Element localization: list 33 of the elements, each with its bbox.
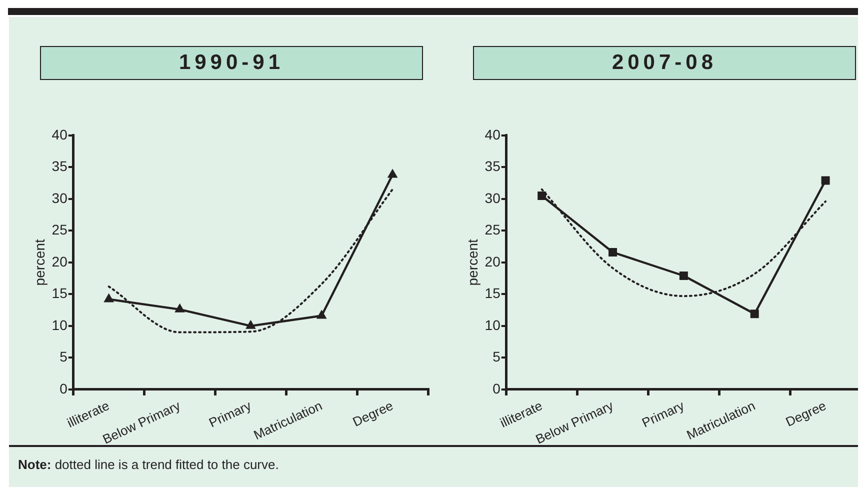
y-tick-label: 40 bbox=[484, 126, 501, 142]
y-tick-label: 20 bbox=[52, 253, 68, 270]
y-tick-label: 25 bbox=[484, 222, 501, 238]
chart-title: 1990-91 bbox=[40, 46, 423, 80]
y-tick-label: 10 bbox=[52, 316, 68, 333]
y-tick-label: 35 bbox=[52, 158, 68, 174]
point bbox=[538, 191, 546, 200]
y-tick-label: 40 bbox=[52, 126, 68, 142]
chart-title: 2007-08 bbox=[473, 46, 856, 80]
point bbox=[750, 310, 759, 318]
y-axis-title: percent bbox=[31, 238, 48, 286]
y-tick-label: 30 bbox=[484, 190, 501, 206]
y-tick-label: 20 bbox=[484, 253, 501, 270]
point bbox=[387, 168, 398, 178]
point bbox=[821, 176, 830, 185]
y-tick-label: 0 bbox=[492, 380, 501, 396]
y-tick-label: 30 bbox=[52, 190, 68, 206]
y-tick-label: 15 bbox=[52, 285, 68, 302]
y-tick-label: 25 bbox=[52, 222, 68, 238]
text: Note: dotted line is a trend fitted to the curve. bbox=[18, 457, 279, 472]
point bbox=[608, 248, 618, 257]
y-tick-label: 35 bbox=[484, 158, 501, 174]
y-tick-label: 5 bbox=[492, 348, 501, 365]
point bbox=[174, 303, 185, 312]
y-tick-label: 0 bbox=[60, 380, 68, 396]
y-tick-label: 10 bbox=[484, 316, 501, 333]
point bbox=[679, 272, 688, 280]
point bbox=[104, 293, 114, 302]
point bbox=[316, 310, 327, 319]
point bbox=[245, 320, 256, 329]
y-tick-label: 5 bbox=[60, 348, 68, 365]
y-axis-title: percent bbox=[464, 238, 480, 286]
y-tick-label: 15 bbox=[484, 285, 501, 302]
